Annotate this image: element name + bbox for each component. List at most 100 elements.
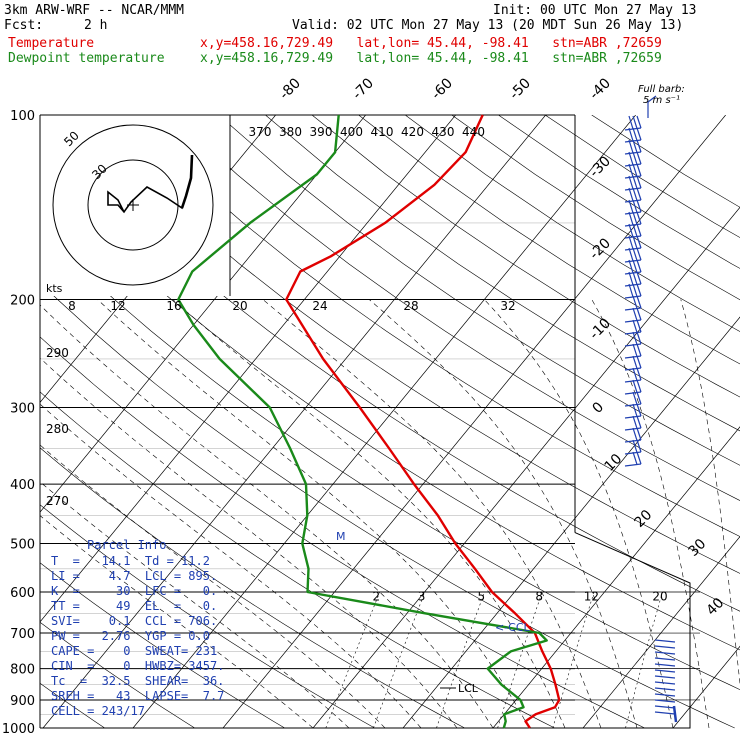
right-axis-slant [40,532,691,729]
isotherm-label: -40 [587,75,614,102]
wind-barb-flag [628,283,634,298]
wind-barb-flag [632,391,638,405]
dry-adiabat [40,621,195,729]
wind-barb-flag [628,223,634,238]
wind-barb-flag [628,115,634,130]
mixing-ratio-label: 8 [535,590,543,604]
mixing-ratio-line [325,591,381,729]
wind-barb-flag [628,175,634,190]
dry-adiabat [40,175,740,651]
isotherm-line [582,535,740,729]
mixing-ratio-label: 3 [418,590,426,604]
dry-adiabat [358,115,740,365]
wind-barb-lower [654,699,676,703]
wind-barb-flag [636,367,642,381]
model-title: 3km ARW-WRF -- NCAR/MMM [4,3,185,18]
wind-barb-lower [654,693,676,697]
theta-label: 410 [371,125,394,139]
wind-barb-flag [636,223,642,237]
wind-barb-flag [632,115,638,129]
wind-barb-lower [654,657,676,661]
dry-adiabat [40,228,740,690]
wind-barb-flag [636,403,642,417]
wind-barb-surface [672,705,678,723]
wind-barb-flag [628,247,634,262]
dry-adiabat [265,115,740,432]
wind-barb-flag [636,235,642,249]
wind-barb-flag [628,139,634,154]
valid-time: Valid: 02 UTC Mon 27 May 13 (20 MDT Sun … [292,18,684,33]
wind-barb-flag [636,259,642,273]
hodograph-speed-label: 16 [166,299,181,313]
lcl-marker: LCL [458,682,479,695]
wind-barb-flag [632,175,638,189]
wind-barb-flag [636,187,642,201]
isotherm-line [312,206,740,729]
moist-adiabat [680,299,740,687]
wind-barb-flag [628,271,634,286]
barb-legend-title: Full barb: [638,84,685,95]
theta-left-label: 270 [46,494,69,508]
wind-barb-lower [654,669,676,673]
wind-barb-flag [632,343,638,357]
wind-barb-flag [636,115,642,129]
dry-adiabat [40,562,285,729]
ccl-marker: <-CCL [495,621,531,634]
legend-dewpoint-location: x,y=458.16,729.49 lat,lon= 45.44, -98.41… [200,51,662,66]
header: 3km ARW-WRF -- NCAR/MMM Init: 00 UTC Mon… [0,0,740,70]
wind-barb-flag [636,127,642,141]
dry-adiabat [218,115,740,466]
wind-barb-flag [636,283,642,297]
pressure-tick-label: 800 [10,663,35,678]
isotherm-line [402,316,740,729]
dry-adiabat [311,115,740,398]
isotherm-line [132,115,636,729]
fcst-label: Fcst: [4,18,44,33]
pressure-tick-label: 300 [10,401,35,416]
pressure-tick-label: 500 [10,537,35,552]
mixing-ratio-line [552,591,595,729]
wind-barb-flag [632,331,638,345]
parcel-info-row: SVI= 0.1 CCL = 706. [51,614,218,628]
parcel-info-row: Tc = 32.5 SHEAR= 36. [51,674,225,688]
wind-barb-lower [654,711,676,715]
mixing-ratio-label: 20 [652,590,667,604]
wind-barb-flag [632,247,638,261]
wind-barb-flag [628,127,634,142]
theta-left-label: 290 [46,346,69,360]
wind-barb-flag [636,343,642,357]
wind-barb-lower [654,687,676,691]
parcel-info-title: Parcel Info [87,538,167,552]
hodograph-speed-label: 12 [110,299,125,313]
wind-barb-flag [632,415,638,429]
wind-barb-flag [632,367,638,381]
theta-label: 430 [432,125,455,139]
wind-barb-flag [628,211,634,226]
wind-barb-flag [632,379,638,393]
wind-barb-lower [654,651,676,655]
temperature-line [285,114,561,729]
wind-barb-flag [628,163,634,178]
wind-barb-flag [628,259,634,274]
wind-barb-flag [636,331,642,345]
dry-adiabat [40,336,645,729]
hodograph-trace-upper [180,154,194,209]
parcel-info-row: CELL = 243/17 [51,704,145,718]
dewpoint-line [177,114,548,729]
hodograph-ring [52,124,214,286]
isotherm-label: -80 [277,75,304,102]
wind-barb-flag [632,235,638,249]
parcel-info-row: SREH = 43 LAPSE= 7.7 [51,689,225,703]
isotherm-label: 40 [704,595,728,619]
wind-barb-flag [636,307,642,321]
wind-barb-flag [628,199,634,214]
barb-legend-units: 5 m s⁻¹ [643,95,680,106]
wind-barb-flag [636,391,642,405]
wind-barb-flag [632,403,638,417]
wind-barb-flag [636,211,642,225]
hodograph-speed-label: 8 [68,299,76,313]
wind-barb-flag [632,355,638,369]
wind-barb-flag [636,439,642,453]
